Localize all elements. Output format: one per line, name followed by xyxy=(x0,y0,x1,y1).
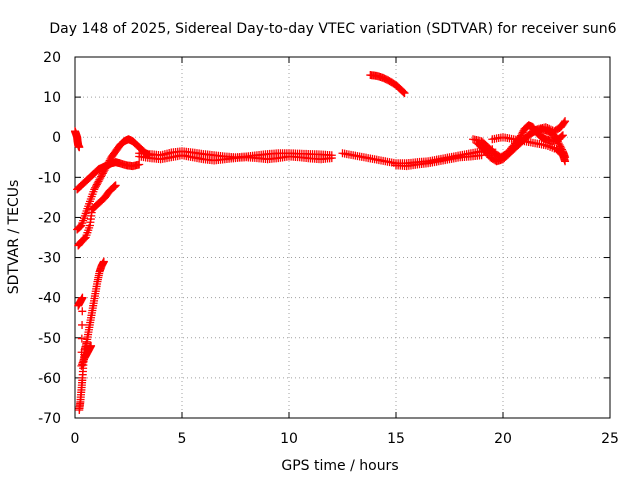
x-tick-label: 15 xyxy=(387,431,405,447)
x-tick-label: 10 xyxy=(280,431,298,447)
y-tick-label: 10 xyxy=(43,90,61,106)
data-point xyxy=(99,257,108,266)
data-point xyxy=(78,320,87,329)
data-point xyxy=(561,157,570,166)
y-tick-labels: -70 -60 -50 -40 -30 -20 -10 0 10 20 xyxy=(38,50,61,427)
data-point xyxy=(399,88,408,97)
series-track-d xyxy=(74,181,120,250)
y-tick-label: -50 xyxy=(38,331,61,347)
data-point xyxy=(400,89,409,98)
grid xyxy=(75,57,610,418)
y-tick-label: -20 xyxy=(38,210,61,226)
data-point xyxy=(77,334,86,343)
x-axis-label: GPS time / hours xyxy=(281,458,398,474)
data-point xyxy=(75,223,84,232)
data-point xyxy=(135,160,144,169)
y-tick-label: 20 xyxy=(43,50,61,66)
data-point xyxy=(78,293,87,302)
data-point xyxy=(477,151,486,160)
data-point xyxy=(560,118,569,127)
y-tick-label: -10 xyxy=(38,170,61,186)
series-track-n xyxy=(488,133,570,166)
data-point xyxy=(327,154,336,163)
plot-frame xyxy=(74,56,611,419)
x-tick-label: 25 xyxy=(601,431,619,447)
series-track-h xyxy=(135,151,336,165)
data-point xyxy=(543,123,552,132)
data-point xyxy=(541,123,550,132)
series-track-j xyxy=(392,151,486,171)
y-tick-label: 0 xyxy=(52,130,61,146)
data-point xyxy=(561,117,570,126)
data-point xyxy=(558,131,567,140)
chart-title: Day 148 of 2025, Sidereal Day-to-day VTE… xyxy=(49,21,616,37)
series-track-o xyxy=(520,117,570,144)
series-track-f xyxy=(74,293,96,370)
data-point xyxy=(79,235,88,244)
x-tick-labels: 0 5 10 15 20 25 xyxy=(71,431,619,447)
series-track-a xyxy=(71,127,84,152)
y-tick-label: -60 xyxy=(38,371,61,387)
data-point xyxy=(558,132,567,141)
y-tick-label: -70 xyxy=(38,411,61,427)
y-tick-label: -40 xyxy=(38,291,61,307)
series-track-k xyxy=(366,71,409,98)
x-tick-label: 20 xyxy=(494,431,512,447)
y-tick-label: -30 xyxy=(38,251,61,267)
data-point xyxy=(111,181,120,190)
y-axis-label: SDTVAR / TECUs xyxy=(6,180,22,295)
data-point xyxy=(78,307,87,316)
data-series xyxy=(71,71,570,414)
x-tick-label: 0 xyxy=(71,431,80,447)
data-point xyxy=(398,87,407,96)
x-tick-label: 5 xyxy=(178,431,187,447)
axis-ticks xyxy=(74,56,611,419)
series-track-e xyxy=(75,257,108,414)
data-point xyxy=(75,143,84,152)
data-point xyxy=(545,124,554,133)
data-point xyxy=(87,341,96,350)
